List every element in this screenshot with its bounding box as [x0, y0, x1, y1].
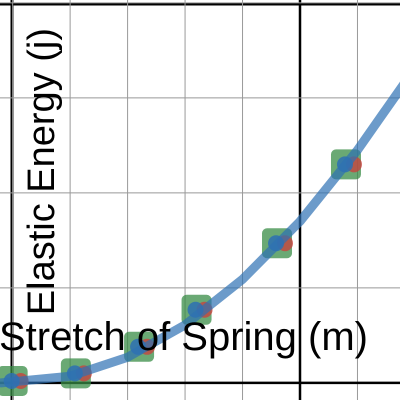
- x-axis-label: Stretch of Spring (m): [0, 315, 368, 359]
- y-axis-label: Elastic Energy (j): [21, 28, 63, 315]
- marks: [0, 81, 400, 396]
- fit-curve: [0, 81, 400, 388]
